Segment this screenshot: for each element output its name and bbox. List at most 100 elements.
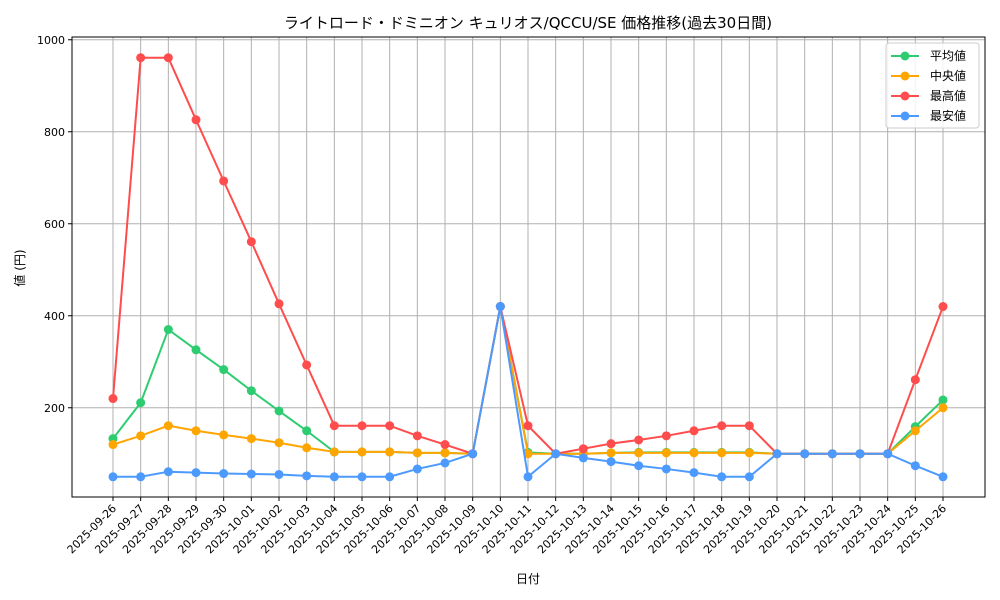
data-point bbox=[412, 464, 422, 474]
data-point bbox=[329, 447, 339, 457]
y-tick-label: 1000 bbox=[37, 34, 65, 47]
data-point bbox=[606, 439, 616, 449]
data-point bbox=[136, 398, 146, 408]
data-point bbox=[523, 449, 533, 459]
data-point bbox=[274, 469, 284, 479]
data-point bbox=[357, 472, 367, 482]
data-point bbox=[606, 448, 616, 458]
data-point bbox=[163, 325, 173, 335]
data-point bbox=[163, 421, 173, 431]
legend-swatch-marker bbox=[900, 71, 910, 81]
data-point bbox=[302, 360, 312, 370]
data-point bbox=[717, 421, 727, 431]
series-最安値 bbox=[108, 302, 948, 482]
legend-swatch-marker bbox=[900, 91, 910, 101]
data-point bbox=[357, 447, 367, 457]
data-point bbox=[883, 449, 893, 459]
x-axis-ticks: 2025-09-262025-09-272025-09-282025-09-29… bbox=[65, 497, 949, 556]
data-point bbox=[910, 426, 920, 436]
data-point bbox=[274, 406, 284, 416]
data-point bbox=[274, 438, 284, 448]
data-point bbox=[551, 449, 561, 459]
data-point bbox=[661, 431, 671, 441]
data-point bbox=[163, 53, 173, 63]
data-point bbox=[938, 395, 948, 405]
data-point bbox=[191, 115, 201, 125]
data-point bbox=[385, 421, 395, 431]
data-point bbox=[219, 365, 229, 375]
data-point bbox=[634, 435, 644, 445]
data-point bbox=[136, 472, 146, 482]
data-point bbox=[661, 464, 671, 474]
data-point bbox=[744, 448, 754, 458]
data-point bbox=[717, 472, 727, 482]
data-point bbox=[329, 421, 339, 431]
data-point bbox=[827, 449, 837, 459]
y-axis-ticks: 200 400 600 800 1000 bbox=[37, 34, 72, 415]
data-point bbox=[938, 472, 948, 482]
data-point bbox=[412, 431, 422, 441]
data-point bbox=[191, 426, 201, 436]
data-point bbox=[246, 386, 256, 396]
legend-label: 平均値 bbox=[930, 48, 966, 63]
chart-title: ライトロード・ドミニオン キュリオス/QCCU/SE 価格推移(過去30日間) bbox=[284, 14, 772, 32]
data-point bbox=[412, 448, 422, 458]
x-axis-label: 日付 bbox=[516, 572, 540, 586]
legend-label: 中央値 bbox=[930, 68, 966, 83]
data-point bbox=[744, 472, 754, 482]
data-point bbox=[440, 440, 450, 450]
data-point bbox=[689, 426, 699, 436]
data-point bbox=[523, 472, 533, 482]
data-point bbox=[440, 458, 450, 468]
data-point bbox=[800, 449, 810, 459]
legend-swatch-marker bbox=[900, 111, 910, 121]
data-point bbox=[578, 444, 588, 454]
data-point bbox=[385, 447, 395, 457]
data-point bbox=[689, 468, 699, 478]
grid-lines bbox=[72, 37, 985, 497]
data-point bbox=[136, 431, 146, 441]
data-point bbox=[938, 403, 948, 413]
data-point bbox=[274, 299, 284, 309]
data-point bbox=[855, 449, 865, 459]
y-tick-label: 400 bbox=[44, 310, 65, 323]
data-point bbox=[523, 421, 533, 431]
data-point bbox=[440, 448, 450, 458]
y-tick-label: 600 bbox=[44, 218, 65, 231]
data-point bbox=[191, 345, 201, 355]
data-point bbox=[136, 53, 146, 63]
data-point bbox=[219, 469, 229, 479]
y-tick-label: 800 bbox=[44, 126, 65, 139]
data-point bbox=[329, 472, 339, 482]
legend-label: 最安値 bbox=[930, 108, 966, 123]
y-axis-label: 値 (円) bbox=[12, 249, 27, 286]
data-point bbox=[744, 421, 754, 431]
data-point bbox=[717, 448, 727, 458]
data-point bbox=[246, 469, 256, 479]
data-point bbox=[385, 472, 395, 482]
data-point bbox=[302, 443, 312, 453]
data-point bbox=[357, 421, 367, 431]
data-point bbox=[108, 440, 118, 450]
data-point bbox=[938, 302, 948, 312]
data-point bbox=[108, 472, 118, 482]
legend-label: 最高値 bbox=[930, 88, 966, 103]
data-point bbox=[689, 448, 699, 458]
data-point bbox=[302, 471, 312, 481]
legend-swatch-marker bbox=[900, 51, 910, 61]
data-point bbox=[634, 448, 644, 458]
data-point bbox=[163, 467, 173, 477]
y-tick-label: 200 bbox=[44, 402, 65, 415]
data-point bbox=[910, 375, 920, 385]
data-point bbox=[219, 176, 229, 186]
data-point bbox=[606, 457, 616, 467]
data-point bbox=[108, 394, 118, 404]
data-point bbox=[246, 237, 256, 247]
data-point bbox=[468, 449, 478, 459]
data-point bbox=[191, 468, 201, 478]
data-point bbox=[219, 430, 229, 440]
data-series bbox=[108, 53, 948, 482]
data-point bbox=[578, 453, 588, 463]
